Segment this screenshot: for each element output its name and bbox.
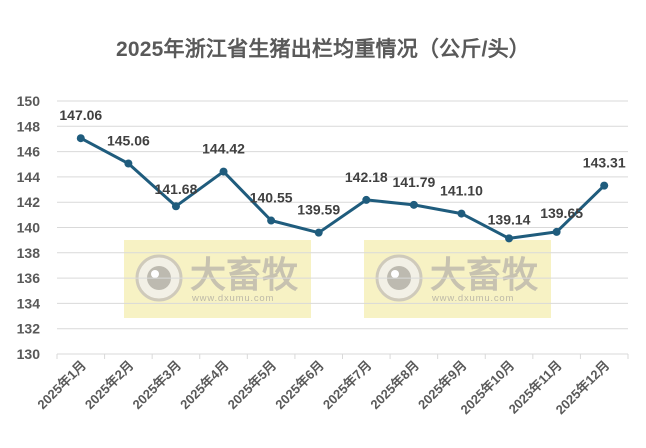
data-point[interactable] bbox=[362, 195, 371, 204]
data-label: 139.14 bbox=[488, 211, 531, 227]
watermark-brand: 大畜牧 bbox=[430, 254, 539, 295]
data-point[interactable] bbox=[552, 227, 561, 236]
watermark-url: www.dxumu.com bbox=[431, 293, 514, 304]
y-tick-label: 130 bbox=[17, 346, 41, 362]
x-tick-label: 2025年8月 bbox=[367, 358, 422, 413]
chart-title: 2025年浙江省生猪出栏均重情况（公斤/头） bbox=[116, 38, 530, 61]
y-tick-label: 146 bbox=[17, 144, 41, 160]
y-axis: 130 132 134 136 138 140 142 144 146 148 150 bbox=[17, 93, 41, 362]
x-tick-label: 2025年2月 bbox=[82, 358, 137, 413]
data-series bbox=[76, 134, 609, 243]
x-tick-label: 2025年6月 bbox=[272, 358, 327, 413]
y-tick-label: 148 bbox=[17, 118, 41, 134]
y-tick-label: 150 bbox=[17, 93, 41, 109]
y-tick-label: 136 bbox=[17, 270, 41, 286]
y-tick-label: 138 bbox=[17, 245, 41, 261]
y-tick-label: 142 bbox=[17, 194, 41, 210]
series-line bbox=[80, 136, 606, 240]
data-label: 145.06 bbox=[107, 132, 150, 148]
data-point[interactable] bbox=[219, 167, 228, 176]
watermark-brand: 大畜牧 bbox=[190, 254, 299, 295]
data-point[interactable] bbox=[600, 181, 609, 190]
x-axis: 2025年1月2025年2月2025年3月2025年4月2025年5月2025年… bbox=[34, 354, 629, 417]
data-label: 147.06 bbox=[59, 107, 102, 123]
data-point[interactable] bbox=[171, 202, 180, 211]
gridlines bbox=[57, 100, 628, 355]
data-label: 141.68 bbox=[155, 181, 198, 197]
data-label: 143.31 bbox=[583, 155, 626, 171]
data-label: 141.10 bbox=[440, 183, 483, 199]
data-point[interactable] bbox=[267, 216, 276, 225]
data-label: 142.18 bbox=[345, 169, 388, 185]
y-tick-label: 134 bbox=[17, 295, 41, 311]
x-tick-label: 2025年1月 bbox=[34, 358, 89, 413]
data-label: 144.42 bbox=[202, 141, 245, 157]
x-tick-label: 2025年3月 bbox=[130, 358, 185, 413]
data-point[interactable] bbox=[314, 228, 323, 237]
data-label: 139.65 bbox=[540, 205, 583, 221]
x-tick-label: 2025年4月 bbox=[177, 358, 232, 413]
data-point[interactable] bbox=[76, 134, 85, 143]
data-point[interactable] bbox=[124, 159, 133, 168]
data-point[interactable] bbox=[457, 209, 466, 218]
y-tick-label: 144 bbox=[17, 169, 41, 185]
y-tick-label: 132 bbox=[17, 321, 41, 337]
data-point[interactable] bbox=[409, 200, 418, 209]
y-tick-label: 140 bbox=[17, 220, 41, 236]
watermark-url: www.dxumu.com bbox=[191, 293, 274, 304]
data-label: 141.79 bbox=[392, 174, 435, 190]
data-label: 139.59 bbox=[297, 202, 340, 218]
data-label: 140.55 bbox=[250, 190, 293, 206]
x-tick-label: 2025年7月 bbox=[320, 358, 375, 413]
data-point[interactable] bbox=[505, 234, 514, 243]
x-tick-label: 2025年5月 bbox=[225, 358, 280, 413]
